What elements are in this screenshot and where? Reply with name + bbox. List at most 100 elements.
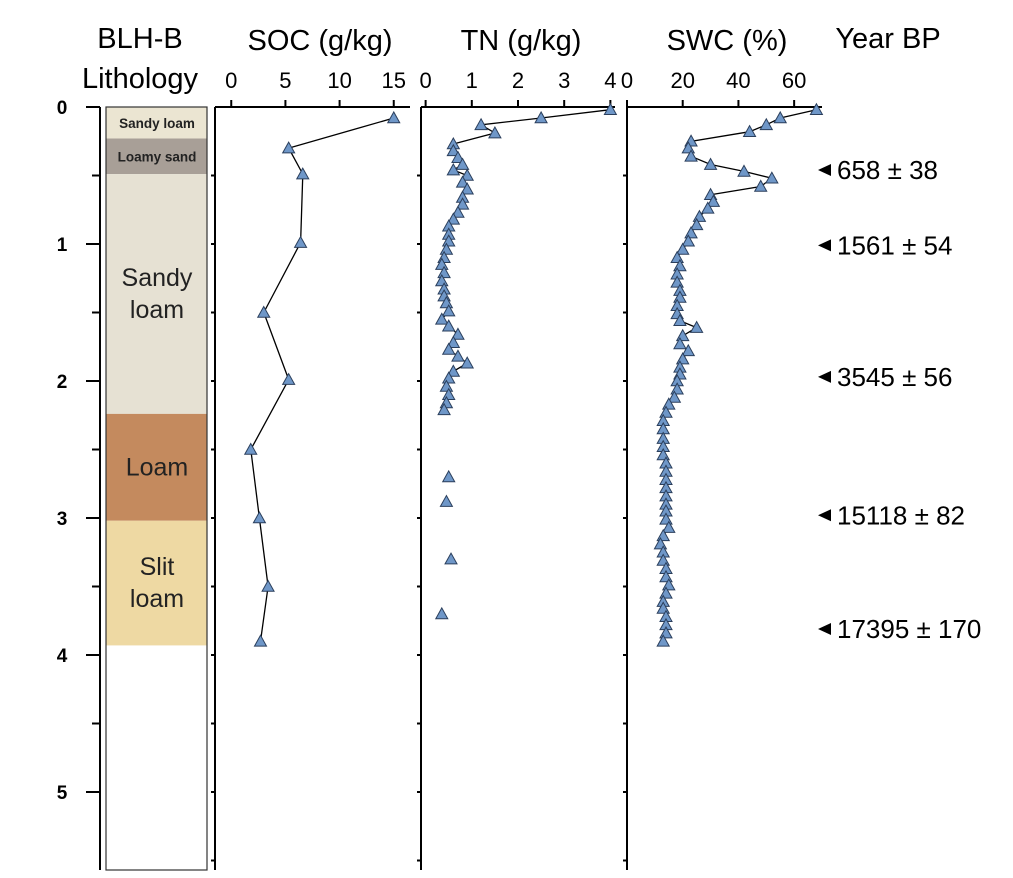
- data-point-marker: [256, 305, 271, 318]
- swc-ticks: 0 20 40 60: [621, 68, 806, 862]
- x-tick-label: 60: [782, 68, 806, 93]
- x-tick-label: 10: [327, 68, 351, 93]
- data-point-marker: [667, 390, 682, 403]
- data-point-marker: [809, 102, 824, 116]
- x-tick-label: 1: [466, 68, 478, 93]
- data-point-marker: [439, 242, 454, 255]
- data-point-marker: [293, 235, 308, 248]
- data-point-marker: [700, 201, 715, 214]
- lithology-frame: [105, 106, 208, 871]
- age-label: 15118 ± 82: [837, 500, 965, 530]
- data-point-marker: [684, 149, 698, 162]
- lithology-unit-label: Loamy sand: [118, 149, 197, 164]
- series-line: [250, 117, 394, 642]
- data-point-marker: [675, 242, 690, 255]
- data-point-marker: [455, 157, 470, 170]
- x-tick-label: 20: [670, 68, 694, 93]
- year-bp-column: Year BP 658 ± 38 1561 ± 54 3545 ± 56 15118 …: [818, 23, 981, 644]
- age-label: 17395 ± 170: [837, 614, 981, 644]
- data-point-marker: [706, 194, 721, 207]
- data-point-marker: [742, 124, 757, 137]
- data-point-marker: [295, 167, 310, 180]
- soc-series: [243, 110, 401, 647]
- data-point-marker: [673, 313, 687, 327]
- data-point-marker: [603, 102, 618, 116]
- data-point-marker: [689, 217, 704, 231]
- data-point-marker: [434, 257, 449, 270]
- data-point-marker: [439, 379, 454, 392]
- data-point-marker: [673, 336, 687, 350]
- age-label: 658 ± 38: [837, 155, 938, 185]
- lithology-unit-label: Sandy: [122, 264, 193, 292]
- data-point-marker: [451, 349, 465, 362]
- x-tick-label: 3: [558, 68, 570, 93]
- data-point-marker: [455, 197, 470, 210]
- tn-title: TN (g/kg): [461, 25, 582, 57]
- data-point-marker: [460, 356, 475, 369]
- soc-ticks: 0 5 10 15: [211, 68, 406, 862]
- data-point-marker: [451, 327, 465, 340]
- x-tick-label: 5: [279, 68, 291, 93]
- data-point-marker: [434, 273, 449, 287]
- data-point-marker: [446, 162, 461, 176]
- data-point-marker: [759, 117, 774, 131]
- data-point-marker: [441, 469, 456, 483]
- x-tick-label: 2: [512, 68, 524, 93]
- data-point-marker: [261, 579, 275, 592]
- data-point-marker: [681, 343, 696, 357]
- depth-ticks: 0 1 2 3 4 5: [57, 98, 100, 804]
- depth-tick-label: 2: [57, 372, 68, 393]
- swc-series: [653, 102, 824, 647]
- data-point-marker: [681, 234, 696, 247]
- age-label: 3545 ± 56: [837, 362, 952, 392]
- data-point-marker: [474, 117, 488, 131]
- depth-tick-label: 5: [57, 783, 68, 804]
- lithology-unit-label: Slit: [140, 553, 175, 581]
- lithology-unit: [106, 174, 207, 414]
- data-point-marker: [434, 606, 449, 620]
- data-point-marker: [386, 110, 401, 124]
- depth-tick-label: 3: [57, 509, 68, 530]
- year-bp-title: Year BP: [835, 23, 940, 55]
- age-label: 1561 ± 54: [837, 230, 952, 260]
- depth-tick-label: 4: [57, 646, 68, 667]
- data-point-marker: [689, 320, 704, 333]
- data-point-marker: [703, 157, 718, 170]
- lithology-header-line-2: Lithology: [82, 63, 199, 95]
- depth-tick-label: 1: [57, 235, 68, 256]
- x-tick-label: 0: [419, 68, 431, 93]
- age-arrow-icon: [818, 622, 831, 635]
- data-point-marker: [446, 143, 461, 157]
- lithology-unit: [106, 107, 207, 139]
- age-arrow-icon: [818, 164, 831, 177]
- tn-ticks: 0 1 2 3 4: [417, 68, 617, 862]
- lithology-unit: [106, 138, 207, 175]
- x-tick-label: 0: [225, 68, 237, 93]
- data-point-marker: [488, 126, 502, 139]
- data-point-marker: [534, 110, 548, 124]
- swc-title: SWC (%): [667, 25, 788, 57]
- data-point-marker: [765, 171, 779, 184]
- lithology-unit-label: loam: [130, 585, 184, 613]
- soc-title: SOC (g/kg): [247, 25, 392, 57]
- data-point-marker: [460, 168, 475, 181]
- lithology-unit-label: Loam: [126, 453, 189, 481]
- lithology-units: Sandy loam Loamy sand Sandy loam Loam Slit loa…: [106, 107, 207, 646]
- data-point-marker: [253, 634, 268, 647]
- data-point-marker: [446, 212, 461, 225]
- data-point-marker: [441, 387, 456, 400]
- age-markers: 658 ± 38 1561 ± 54 3545 ± 56 15118 ± 82 1739…: [818, 155, 981, 644]
- data-point-marker: [773, 110, 788, 124]
- depth-tick-label: 0: [57, 98, 68, 119]
- data-point-marker: [243, 442, 258, 455]
- data-point-marker: [444, 552, 458, 565]
- tn-panel: TN (g/kg) 0 1 2 3 4: [417, 25, 618, 870]
- data-point-marker: [753, 179, 768, 192]
- data-point-marker: [441, 234, 456, 247]
- data-point-marker: [455, 175, 470, 188]
- swc-panel: SWC (%) 0 20 40 60: [621, 25, 824, 870]
- data-point-marker: [451, 150, 465, 163]
- lithology-unit: [106, 520, 207, 646]
